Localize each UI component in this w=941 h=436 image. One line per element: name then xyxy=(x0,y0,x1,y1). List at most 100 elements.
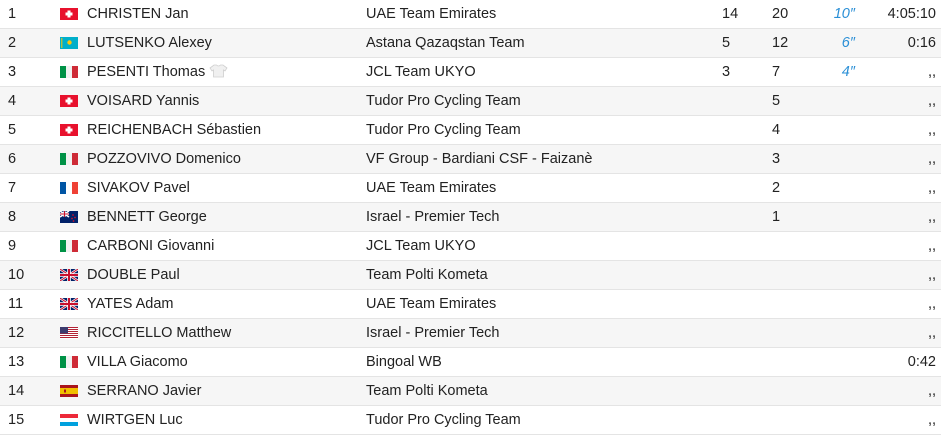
team-name-link[interactable]: Israel - Premier Tech xyxy=(366,325,500,341)
team-name-link[interactable]: Tudor Pro Cycling Team xyxy=(366,412,521,428)
rider-name: RICCITELLO Matthew xyxy=(87,325,232,341)
table-row: 1 CHRISTEN Jan UAE Team Emirates 14 20 10″ 4:0… xyxy=(0,0,941,29)
team-name-link[interactable]: Team Polti Kometa xyxy=(366,383,488,399)
table-row: 6 POZZOVIVO Domenico VF Group - Bardiani C… xyxy=(0,145,941,174)
uci-points-cell: 3 xyxy=(722,64,731,80)
team-name-link[interactable]: VF Group - Bardiani CSF - Faizanè xyxy=(366,151,593,167)
points-cell: 20 xyxy=(772,6,789,22)
rider-name-link[interactable]: SIVAKOV Pavel xyxy=(87,174,190,203)
team-name-link[interactable]: JCL Team UKYO xyxy=(366,238,476,254)
table-row: 15 WIRTGEN Luc Tudor Pro Cycling Team,, xyxy=(0,406,941,435)
switzerland-flag-icon xyxy=(60,95,78,107)
time-cell: ,, xyxy=(927,238,936,254)
rider-name-link[interactable]: DOUBLE Paul xyxy=(87,261,180,290)
rider-name: VILLA Giacomo xyxy=(87,354,188,370)
time-cell: ,, xyxy=(927,180,936,196)
time-cell: 0:42 xyxy=(907,354,936,370)
table-row: 12 RICCITELLO Matthew Israel - Premier Tec… xyxy=(0,319,941,348)
italy-flag-icon xyxy=(60,356,78,368)
points-cell: 5 xyxy=(772,93,781,109)
table-row: 2 LUTSENKO Alexey Astana Qazaqstan Team 5 12… xyxy=(0,29,941,58)
rank-cell: 4 xyxy=(8,93,17,109)
rider-name: PESENTI Thomas xyxy=(87,64,206,80)
rider-name-link[interactable]: SERRANO Javier xyxy=(87,377,201,406)
time-cell: ,, xyxy=(927,122,936,138)
table-row: 13 VILLA Giacomo Bingoal WB 0:42 xyxy=(0,348,941,377)
rider-name-link[interactable]: BENNETT George xyxy=(87,203,207,232)
rider-name: WIRTGEN Luc xyxy=(87,412,183,428)
points-cell: 7 xyxy=(772,64,781,80)
rider-name: SIVAKOV Pavel xyxy=(87,180,190,196)
rider-name: CARBONI Giovanni xyxy=(87,238,215,254)
switzerland-flag-icon xyxy=(60,124,78,136)
time-cell: ,, xyxy=(927,412,936,428)
rank-cell: 9 xyxy=(8,238,17,254)
rider-name: POZZOVIVO Domenico xyxy=(87,151,241,167)
table-row: 4 VOISARD Yannis Tudor Pro Cycling Team 5,, xyxy=(0,87,941,116)
great-britain-flag-icon xyxy=(60,269,78,281)
bonus-seconds-cell: 10″ xyxy=(833,6,855,22)
table-row: 9 CARBONI Giovanni JCL Team UKYO,, xyxy=(0,232,941,261)
rider-name: YATES Adam xyxy=(87,296,174,312)
uci-points-cell: 14 xyxy=(722,6,739,22)
rank-cell: 13 xyxy=(8,354,25,370)
rider-name-link[interactable]: VOISARD Yannis xyxy=(87,87,199,116)
great-britain-flag-icon xyxy=(60,298,78,310)
team-name-link[interactable]: Tudor Pro Cycling Team xyxy=(366,93,521,109)
rank-cell: 3 xyxy=(8,64,17,80)
rider-name-link[interactable]: VILLA Giacomo xyxy=(87,348,188,377)
italy-flag-icon xyxy=(60,153,78,165)
time-cell: ,, xyxy=(927,325,936,341)
spain-flag-icon xyxy=(60,385,78,397)
new-zealand-flag-icon xyxy=(60,211,78,223)
time-cell: ,, xyxy=(927,209,936,225)
rider-name-link[interactable]: CARBONI Giovanni xyxy=(87,232,214,261)
points-cell: 2 xyxy=(772,180,781,196)
rider-name-link[interactable]: RICCITELLO Matthew xyxy=(87,319,231,348)
switzerland-flag-icon xyxy=(60,8,78,20)
rider-name: SERRANO Javier xyxy=(87,383,202,399)
rank-cell: 11 xyxy=(8,296,24,312)
rider-name-link[interactable]: LUTSENKO Alexey xyxy=(87,29,212,58)
points-cell: 1 xyxy=(772,209,781,225)
table-row: 5 REICHENBACH Sébastien Tudor Pro Cycling … xyxy=(0,116,941,145)
rider-name: VOISARD Yannis xyxy=(87,93,200,109)
rank-cell: 10 xyxy=(8,267,25,283)
rider-name-link[interactable]: YATES Adam xyxy=(87,290,174,319)
rank-cell: 2 xyxy=(8,35,17,51)
rider-name-link[interactable]: REICHENBACH Sébastien xyxy=(87,116,261,145)
rank-cell: 5 xyxy=(8,122,17,138)
rider-name-link[interactable]: POZZOVIVO Domenico xyxy=(87,145,241,174)
rider-name-link[interactable]: WIRTGEN Luc xyxy=(87,406,183,435)
rider-name: DOUBLE Paul xyxy=(87,267,180,283)
rider-name-link[interactable]: CHRISTEN Jan xyxy=(87,0,189,29)
points-cell: 12 xyxy=(772,35,789,51)
kazakhstan-flag-icon xyxy=(60,37,78,49)
italy-flag-icon xyxy=(60,240,78,252)
time-cell: ,, xyxy=(927,151,936,167)
italy-flag-icon xyxy=(60,66,78,78)
team-name-link[interactable]: Tudor Pro Cycling Team xyxy=(366,122,521,138)
team-name-link[interactable]: UAE Team Emirates xyxy=(366,296,497,312)
time-cell: 0:16 xyxy=(907,35,936,51)
rank-cell: 14 xyxy=(8,383,25,399)
team-name-link[interactable]: Astana Qazaqstan Team xyxy=(366,35,525,51)
team-name-link[interactable]: Bingoal WB xyxy=(366,354,442,370)
team-name-link[interactable]: UAE Team Emirates xyxy=(366,180,497,196)
rider-name: BENNETT George xyxy=(87,209,207,225)
team-name-link[interactable]: Israel - Premier Tech xyxy=(366,209,500,225)
table-row: 3 PESENTI Thomas JCL Team UKYO 3 7 4″,, xyxy=(0,58,941,87)
time-cell: ,, xyxy=(927,383,936,399)
table-row: 11 YATES Adam UAE Team Emirates,, xyxy=(0,290,941,319)
uci-points-cell: 5 xyxy=(722,35,731,51)
table-row: 7 SIVAKOV Pavel UAE Team Emirates 2,, xyxy=(0,174,941,203)
table-row: 14 SERRANO Javier Team Polti Kometa,, xyxy=(0,377,941,406)
rank-cell: 1 xyxy=(8,6,17,22)
rider-name-link[interactable]: PESENTI Thomas xyxy=(87,58,228,87)
team-name-link[interactable]: JCL Team UKYO xyxy=(366,64,476,80)
rank-cell: 12 xyxy=(8,325,25,341)
rank-cell: 7 xyxy=(8,180,17,196)
team-name-link[interactable]: Team Polti Kometa xyxy=(366,267,488,283)
team-name-link[interactable]: UAE Team Emirates xyxy=(366,6,497,22)
